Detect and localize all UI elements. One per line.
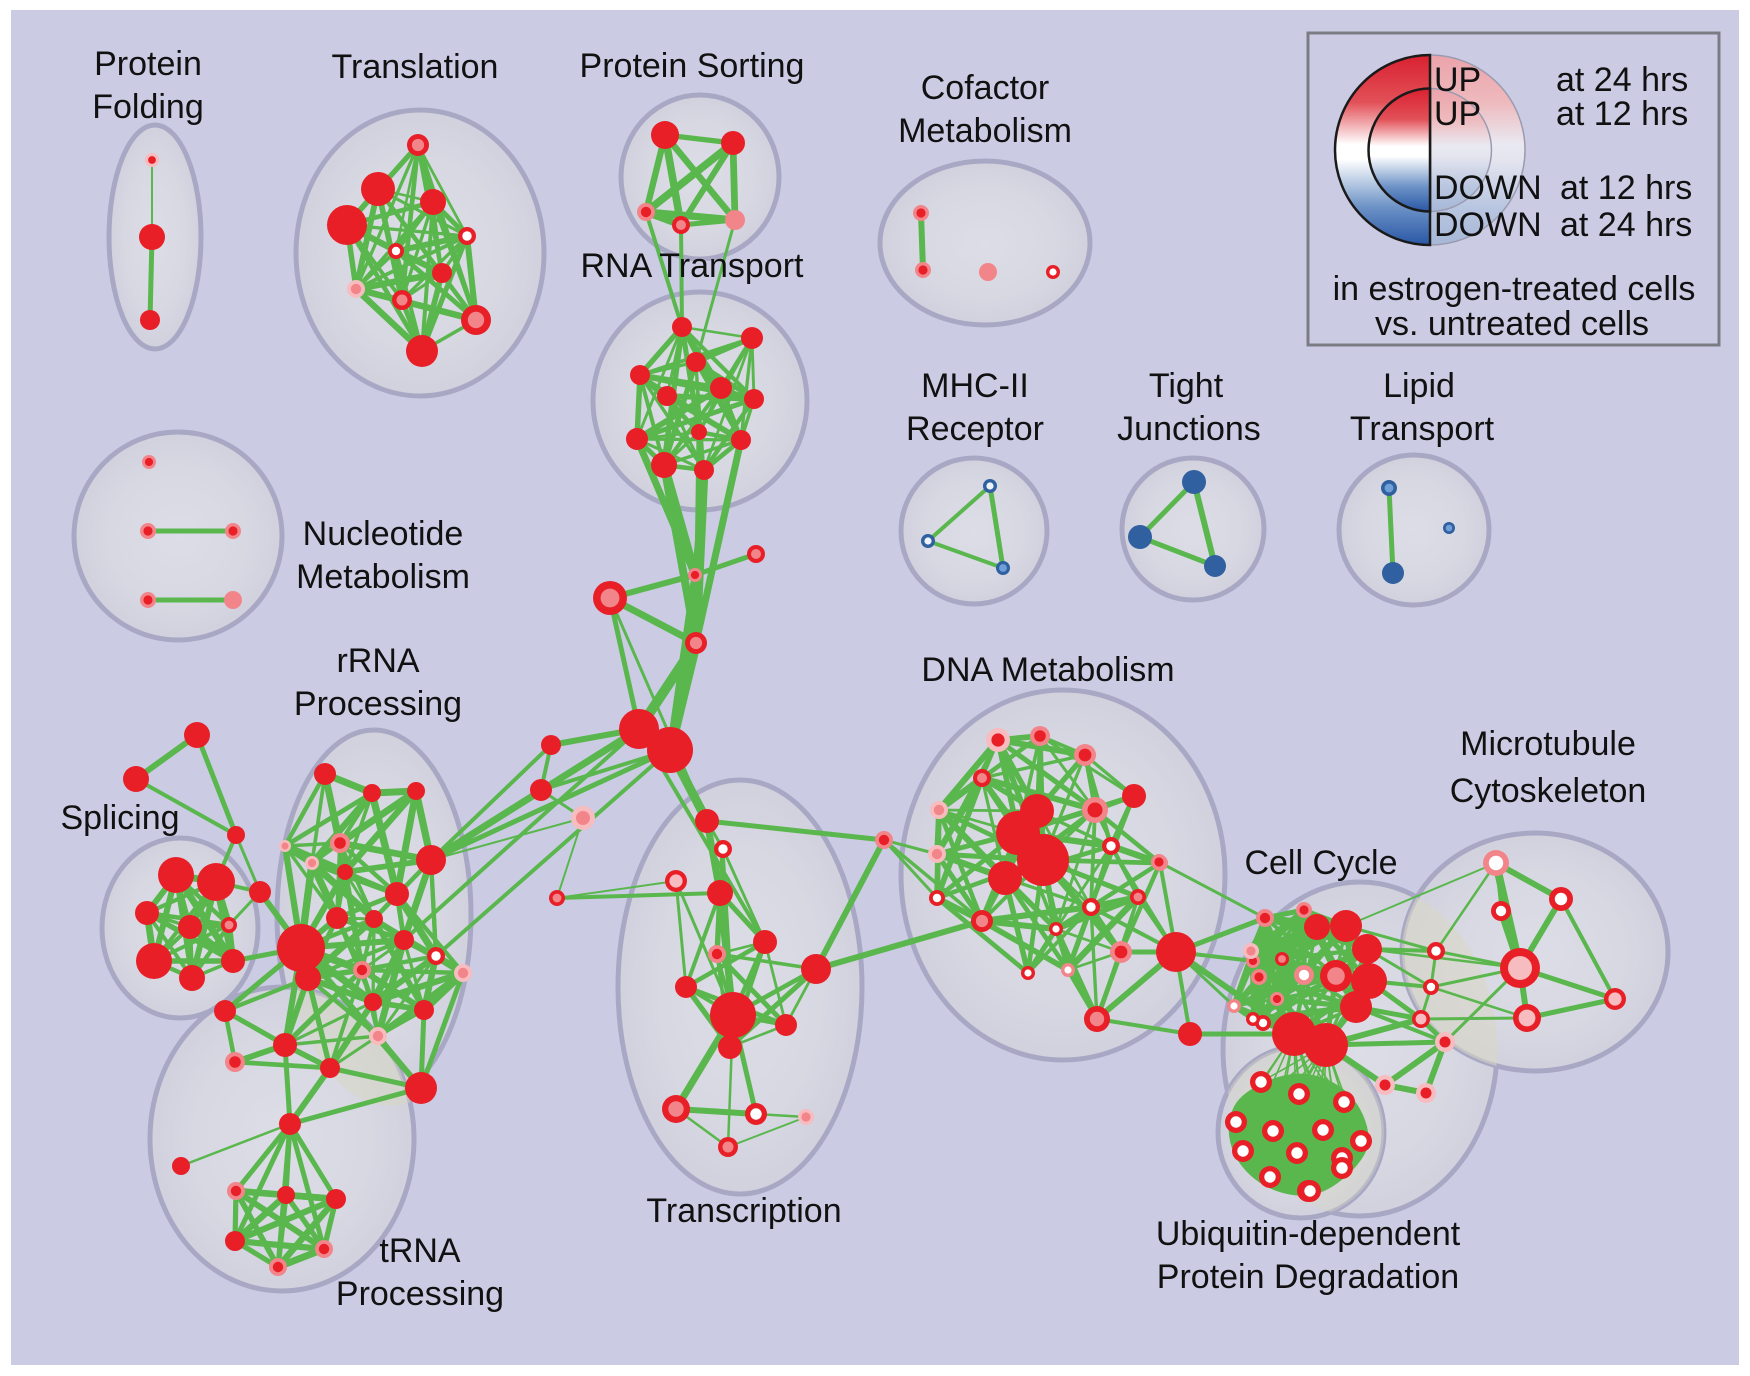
svg-text:vs. untreated cells: vs. untreated cells [1375, 305, 1649, 343]
svg-text:Cytoskeleton: Cytoskeleton [1450, 772, 1647, 810]
svg-text:Microtubule: Microtubule [1460, 725, 1636, 763]
svg-text:at 24 hrs: at 24 hrs [1556, 61, 1688, 99]
svg-text:DNA Metabolism: DNA Metabolism [921, 651, 1174, 689]
svg-text:at 12 hrs: at 12 hrs [1556, 95, 1688, 133]
svg-text:Cofactor: Cofactor [921, 69, 1050, 107]
svg-text:Transport: Transport [1350, 410, 1495, 448]
svg-text:Protein Sorting: Protein Sorting [580, 47, 805, 85]
svg-text:Junctions: Junctions [1117, 410, 1261, 448]
svg-text:Protein Degradation: Protein Degradation [1157, 1258, 1459, 1296]
svg-text:Processing: Processing [294, 685, 462, 723]
svg-text:UP: UP [1434, 95, 1481, 133]
svg-text:UP: UP [1434, 61, 1481, 99]
svg-text:Transcription: Transcription [646, 1192, 841, 1230]
svg-text:Metabolism: Metabolism [898, 112, 1072, 150]
svg-text:Cell Cycle: Cell Cycle [1244, 844, 1397, 882]
svg-text:DOWN: DOWN [1434, 206, 1542, 244]
svg-text:in estrogen-treated cells: in estrogen-treated cells [1333, 270, 1696, 308]
svg-text:Receptor: Receptor [906, 410, 1044, 448]
svg-text:Translation: Translation [332, 48, 499, 86]
svg-text:MHC-II: MHC-II [921, 367, 1029, 405]
svg-text:at 12 hrs: at 12 hrs [1560, 169, 1692, 207]
svg-text:Metabolism: Metabolism [296, 558, 470, 596]
svg-text:Splicing: Splicing [60, 799, 179, 837]
svg-text:Processing: Processing [336, 1275, 504, 1313]
svg-text:DOWN: DOWN [1434, 169, 1542, 207]
svg-text:tRNA: tRNA [379, 1232, 461, 1270]
svg-text:Ubiquitin-dependent: Ubiquitin-dependent [1156, 1215, 1461, 1253]
svg-text:RNA Transport: RNA Transport [581, 247, 805, 285]
svg-text:Tight: Tight [1149, 367, 1224, 405]
svg-text:Protein: Protein [94, 45, 202, 83]
svg-text:at 24 hrs: at 24 hrs [1560, 206, 1692, 244]
svg-text:Folding: Folding [92, 88, 204, 126]
svg-text:Nucleotide: Nucleotide [303, 515, 464, 553]
svg-text:rRNA: rRNA [336, 642, 419, 680]
svg-text:Lipid: Lipid [1383, 367, 1455, 405]
